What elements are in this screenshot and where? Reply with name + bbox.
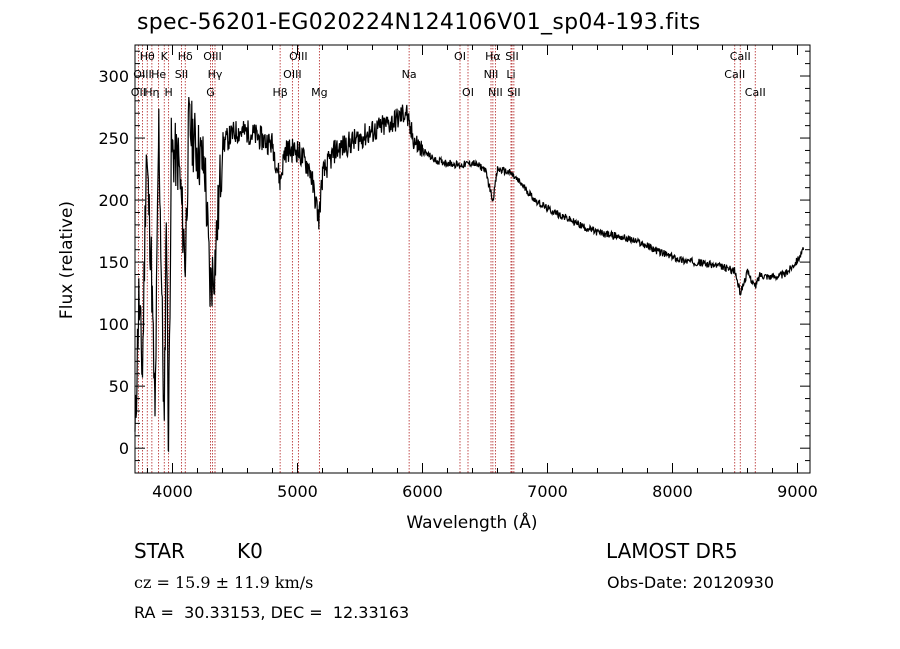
line-label: H [164, 86, 172, 99]
line-label: NII [488, 86, 503, 99]
axis-ticks: 4000 5000 6000 7000 8000 9000 0 50 100 150 200 250 3… [98, 45, 818, 501]
survey-name: LAMOST DR5 [606, 539, 738, 563]
y-tick-label: 250 [98, 129, 129, 148]
spectrum-line [134, 96, 805, 453]
line-label: He [151, 68, 166, 81]
line-label: G [206, 86, 215, 99]
line-label: OIII [203, 50, 221, 63]
object-class: STAR [134, 539, 185, 563]
line-label: SII [175, 68, 188, 81]
line-label: CaII [730, 50, 751, 63]
y-tick-label: 150 [98, 253, 129, 272]
line-label: Hβ [272, 86, 287, 99]
coordinates: RA = 30.33153, DEC = 12.33163 [134, 603, 410, 622]
y-tick-label: 0 [119, 439, 129, 458]
y-tick-label: 200 [98, 191, 129, 210]
observation-date: Obs-Date: 20120930 [607, 573, 775, 592]
line-label-layer: HθOIIOIIIHηHeKHSIIHδGOIIIHγHβOIIIOIIIMgN… [131, 50, 766, 99]
line-label: Hη [144, 86, 159, 99]
redshift-velocity: cz = 15.9 ± 11.9 km/s [134, 573, 314, 592]
line-label: NII [484, 68, 499, 81]
y-axis-label: Flux (relative) [57, 201, 77, 319]
x-tick-label: 5000 [277, 482, 318, 501]
line-label: CaII [724, 68, 745, 81]
y-tick-label: 50 [109, 377, 129, 396]
x-tick-label: 6000 [402, 482, 443, 501]
line-label: Hγ [208, 68, 223, 81]
line-label: Na [402, 68, 417, 81]
line-label: K [161, 50, 169, 63]
line-label: CaII [745, 86, 766, 99]
line-label: OIII [133, 68, 151, 81]
chart-title: spec-56201-EG020224N124106V01_sp04-193.f… [137, 10, 701, 35]
x-tick-label: 4000 [152, 482, 193, 501]
line-label: OI [454, 50, 466, 63]
line-label: Hδ [178, 50, 193, 63]
x-tick-label: 7000 [527, 482, 568, 501]
y-tick-label: 300 [98, 67, 129, 86]
line-label: Li [506, 68, 515, 81]
x-tick-label: 8000 [652, 482, 693, 501]
line-label: OIII [283, 68, 301, 81]
line-label: OIII [289, 50, 307, 63]
object-subclass: K0 [237, 539, 263, 563]
y-tick-label: 100 [98, 315, 129, 334]
line-label: Hθ [140, 50, 155, 63]
line-label: Hα [485, 50, 501, 63]
line-label: OI [462, 86, 474, 99]
emission-line-layer [137, 45, 756, 473]
x-tick-label: 9000 [777, 482, 818, 501]
line-label: OII [131, 86, 146, 99]
x-axis-label: Wavelength (Å) [406, 511, 537, 533]
line-label: Mg [311, 86, 327, 99]
line-label: SII [507, 86, 520, 99]
plot-frame [134, 44, 811, 474]
line-label: SII [505, 50, 518, 63]
